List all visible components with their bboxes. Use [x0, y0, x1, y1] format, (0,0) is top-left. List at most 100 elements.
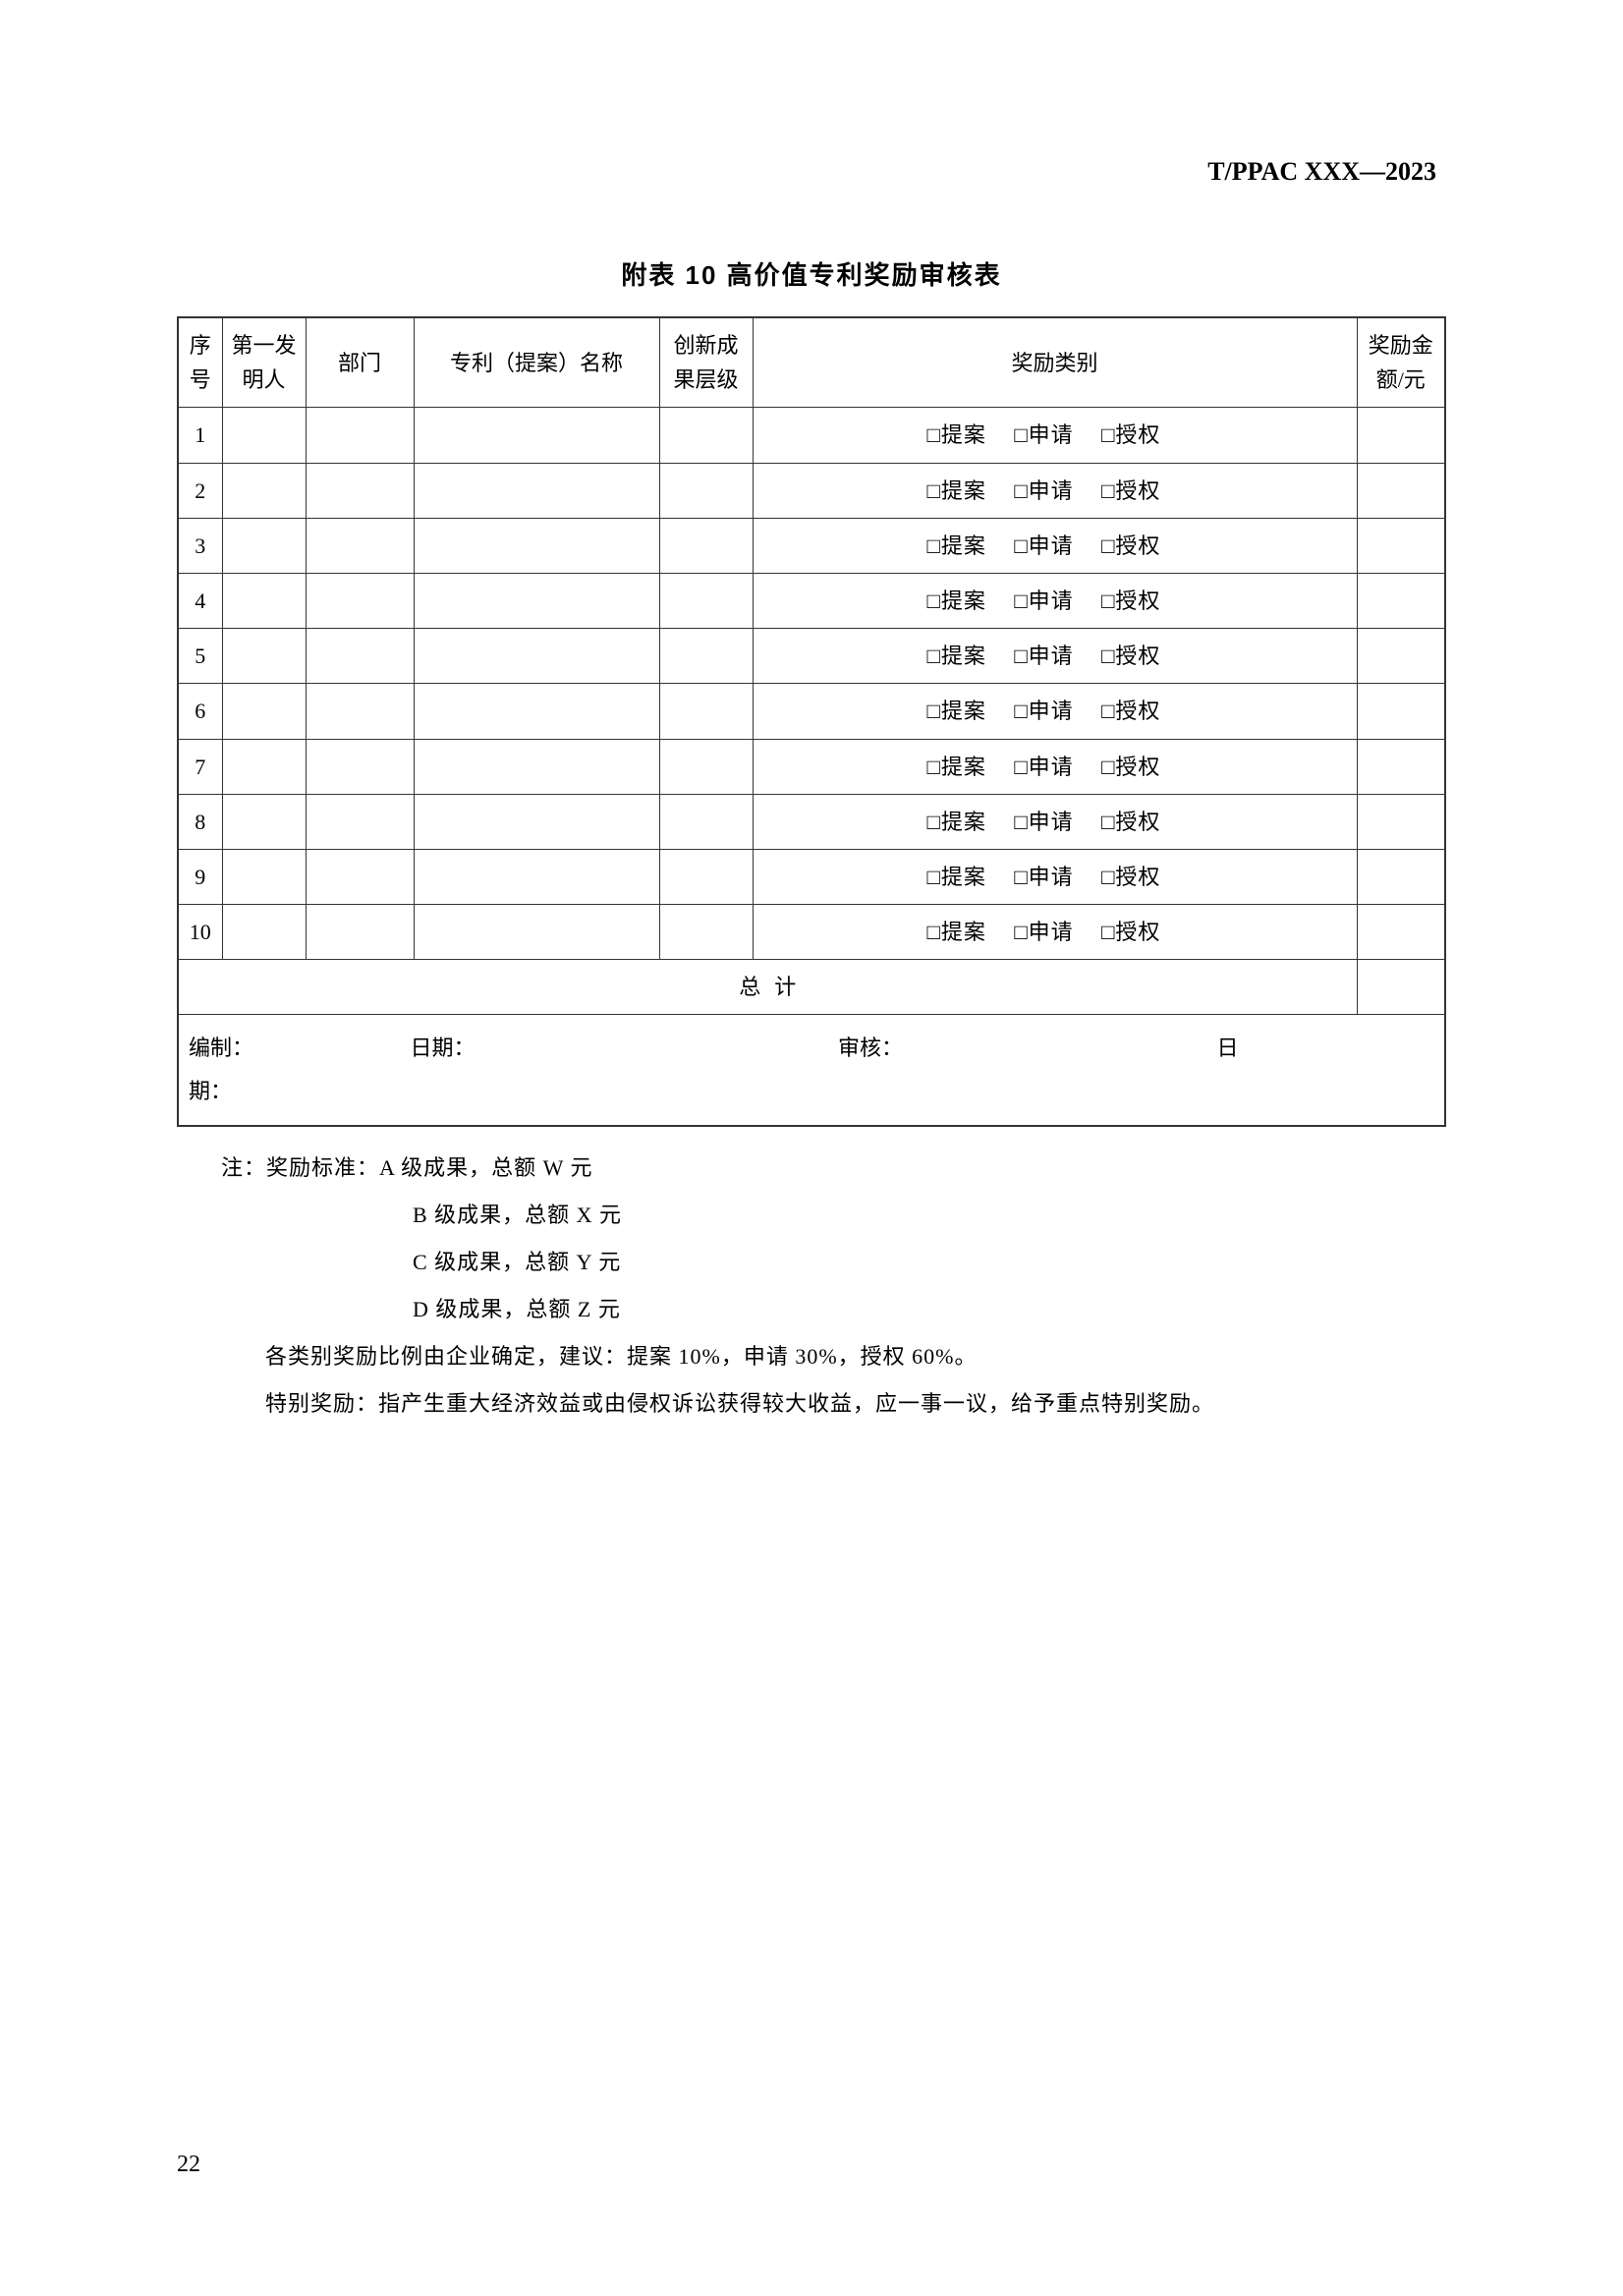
reviewed-by-label: 审核：: [838, 1027, 1211, 1070]
col-header-category: 奖励类别: [753, 317, 1357, 408]
notes-section: 注：奖励标准：A 级成果，总额 W 元 B 级成果，总额 X 元 C 级成果，总…: [177, 1147, 1446, 1426]
table-row: 2 □提案 □申请 □授权: [178, 463, 1445, 518]
checkbox-authorization: □授权: [1101, 529, 1160, 563]
date1-label: 日期：: [411, 1027, 833, 1070]
cell-seq: 8: [178, 794, 222, 849]
cell-seq: 10: [178, 905, 222, 960]
checkbox-proposal: □提案: [927, 750, 986, 784]
checkbox-proposal: □提案: [927, 915, 986, 949]
cell-seq: 2: [178, 463, 222, 518]
footer-row: 编制： 日期： 审核： 日 期：: [178, 1015, 1445, 1127]
cell-patent-name: [414, 905, 659, 960]
cell-category: □提案 □申请 □授权: [753, 794, 1357, 849]
total-amount: [1357, 960, 1445, 1015]
checkbox-proposal: □提案: [927, 805, 986, 839]
checkbox-application: □申请: [1014, 639, 1073, 673]
cell-seq: 6: [178, 684, 222, 739]
cell-patent-name: [414, 739, 659, 794]
prepared-by-label: 编制：: [189, 1027, 405, 1070]
cell-category: □提案 □申请 □授权: [753, 463, 1357, 518]
cell-amount: [1357, 739, 1445, 794]
total-row: 总计: [178, 960, 1445, 1015]
checkbox-application: □申请: [1014, 915, 1073, 949]
col-header-dept: 部门: [306, 317, 414, 408]
checkbox-proposal: □提案: [927, 860, 986, 894]
cell-level: [659, 849, 753, 904]
date2-continue: 期：: [189, 1079, 232, 1103]
cell-inventor: [222, 463, 306, 518]
cell-seq: 5: [178, 629, 222, 684]
cell-dept: [306, 905, 414, 960]
total-label: 总计: [178, 960, 1357, 1015]
cell-patent-name: [414, 463, 659, 518]
checkbox-proposal: □提案: [927, 418, 986, 452]
checkbox-application: □申请: [1014, 418, 1073, 452]
cell-category: □提案 □申请 □授权: [753, 518, 1357, 573]
cell-level: [659, 905, 753, 960]
table-row: 3 □提案 □申请 □授权: [178, 518, 1445, 573]
cell-amount: [1357, 629, 1445, 684]
cell-patent-name: [414, 408, 659, 463]
col-header-patent-name: 专利（提案）名称: [414, 317, 659, 408]
table-row: 10 □提案 □申请 □授权: [178, 905, 1445, 960]
checkbox-proposal: □提案: [927, 474, 986, 508]
cell-seq: 7: [178, 739, 222, 794]
checkbox-application: □申请: [1014, 694, 1073, 728]
table-row: 5 □提案 □申请 □授权: [178, 629, 1445, 684]
cell-category: □提案 □申请 □授权: [753, 629, 1357, 684]
checkbox-authorization: □授权: [1101, 694, 1160, 728]
cell-level: [659, 629, 753, 684]
cell-amount: [1357, 463, 1445, 518]
cell-category: □提案 □申请 □授权: [753, 573, 1357, 628]
cell-patent-name: [414, 684, 659, 739]
checkbox-authorization: □授权: [1101, 639, 1160, 673]
cell-amount: [1357, 905, 1445, 960]
checkbox-proposal: □提案: [927, 639, 986, 673]
cell-inventor: [222, 905, 306, 960]
document-code-header: T/PPAC XXX—2023: [177, 157, 1446, 187]
checkbox-application: □申请: [1014, 860, 1073, 894]
table-row: 8 □提案 □申请 □授权: [178, 794, 1445, 849]
cell-inventor: [222, 739, 306, 794]
cell-dept: [306, 684, 414, 739]
cell-patent-name: [414, 518, 659, 573]
checkbox-application: □申请: [1014, 805, 1073, 839]
cell-category: □提案 □申请 □授权: [753, 408, 1357, 463]
checkbox-authorization: □授权: [1101, 474, 1160, 508]
checkbox-authorization: □授权: [1101, 750, 1160, 784]
reward-audit-table: 序号 第一发明人 部门 专利（提案）名称 创新成果层级 奖励类别 奖励金额/元 …: [177, 316, 1446, 1127]
checkbox-proposal: □提案: [927, 529, 986, 563]
checkbox-authorization: □授权: [1101, 805, 1160, 839]
note-line-5: 各类别奖励比例由企业确定，建议：提案 10%，申请 30%，授权 60%。: [177, 1335, 1446, 1378]
cell-category: □提案 □申请 □授权: [753, 684, 1357, 739]
cell-patent-name: [414, 849, 659, 904]
cell-inventor: [222, 629, 306, 684]
cell-inventor: [222, 573, 306, 628]
cell-level: [659, 794, 753, 849]
cell-amount: [1357, 794, 1445, 849]
cell-seq: 1: [178, 408, 222, 463]
cell-dept: [306, 794, 414, 849]
cell-dept: [306, 518, 414, 573]
table-header-row: 序号 第一发明人 部门 专利（提案）名称 创新成果层级 奖励类别 奖励金额/元: [178, 317, 1445, 408]
note-line-2: B 级成果，总额 X 元: [177, 1194, 1446, 1237]
cell-amount: [1357, 684, 1445, 739]
col-header-inventor: 第一发明人: [222, 317, 306, 408]
table-row: 1 □提案 □申请 □授权: [178, 408, 1445, 463]
cell-amount: [1357, 408, 1445, 463]
table-row: 6 □提案 □申请 □授权: [178, 684, 1445, 739]
cell-level: [659, 518, 753, 573]
cell-amount: [1357, 518, 1445, 573]
cell-inventor: [222, 518, 306, 573]
cell-level: [659, 408, 753, 463]
cell-seq: 4: [178, 573, 222, 628]
table-row: 4 □提案 □申请 □授权: [178, 573, 1445, 628]
checkbox-application: □申请: [1014, 474, 1073, 508]
table-row: 9 □提案 □申请 □授权: [178, 849, 1445, 904]
cell-dept: [306, 739, 414, 794]
cell-dept: [306, 408, 414, 463]
date2-tail: 日: [1217, 1036, 1239, 1060]
footer-cell: 编制： 日期： 审核： 日 期：: [178, 1015, 1445, 1127]
checkbox-authorization: □授权: [1101, 418, 1160, 452]
note-line-3: C 级成果，总额 Y 元: [177, 1241, 1446, 1284]
